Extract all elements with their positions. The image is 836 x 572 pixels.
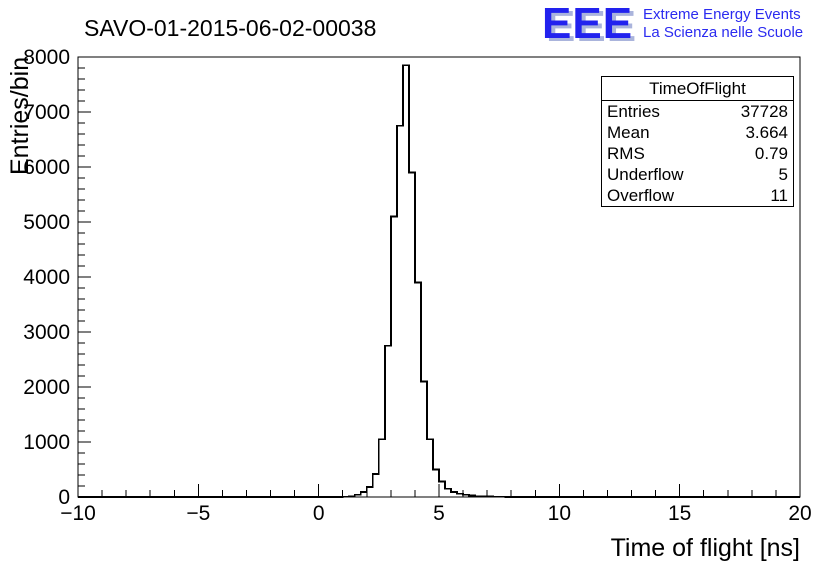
histogram-line — [78, 64, 800, 498]
stats-label: Underflow — [607, 165, 684, 184]
stats-value: 0.79 — [754, 144, 788, 163]
svg-text:−5: −5 — [186, 502, 210, 525]
svg-text:−10: −10 — [60, 502, 96, 525]
svg-text:15: 15 — [668, 502, 691, 525]
stats-row: Entries 37728 — [602, 101, 793, 122]
stats-box: TimeOfFlight Entries 37728 Mean 3.664 RM… — [601, 76, 794, 207]
logo-line2: La Scienza nelle Scuole — [643, 24, 804, 41]
stats-label: RMS — [607, 144, 645, 163]
stats-row: Overflow 11 — [602, 185, 793, 206]
stats-row: RMS 0.79 — [602, 143, 793, 164]
stats-row: Underflow 5 — [602, 164, 793, 185]
svg-text:10: 10 — [548, 502, 571, 525]
stats-value: 5 — [778, 165, 788, 184]
logo-line1: Extreme Energy Events — [643, 6, 801, 23]
svg-text:5000: 5000 — [23, 211, 70, 234]
eee-logo-text: EEE — [542, 0, 634, 48]
svg-text:20: 20 — [788, 502, 811, 525]
svg-text:1000: 1000 — [23, 431, 70, 454]
svg-text:0: 0 — [313, 502, 325, 525]
eee-logo: EEE Extreme Energy Events La Scienza nel… — [542, 2, 803, 46]
svg-text:5: 5 — [433, 502, 445, 525]
stats-label: Overflow — [607, 186, 675, 205]
stats-value: 3.664 — [745, 123, 788, 142]
stats-value: 11 — [770, 186, 788, 205]
plot-title: SAVO-01-2015-06-02-00038 — [84, 15, 377, 41]
svg-text:2000: 2000 — [23, 376, 70, 399]
stats-label: Entries — [607, 102, 660, 121]
x-axis-title: Time of flight [ns] — [610, 534, 800, 562]
svg-text:6000: 6000 — [23, 156, 70, 179]
stats-title: TimeOfFlight — [602, 77, 793, 101]
svg-text:0: 0 — [58, 486, 70, 509]
stats-row: Mean 3.664 — [602, 122, 793, 143]
stats-label: Mean — [607, 123, 650, 142]
eee-logo-caption: Extreme Energy Events La Scienza nelle S… — [643, 6, 803, 42]
stats-value: 37728 — [740, 102, 788, 121]
svg-text:3000: 3000 — [23, 321, 70, 344]
svg-text:7000: 7000 — [23, 101, 70, 124]
svg-text:4000: 4000 — [23, 266, 70, 289]
plot-frame — [77, 56, 801, 498]
svg-text:8000: 8000 — [23, 46, 70, 69]
